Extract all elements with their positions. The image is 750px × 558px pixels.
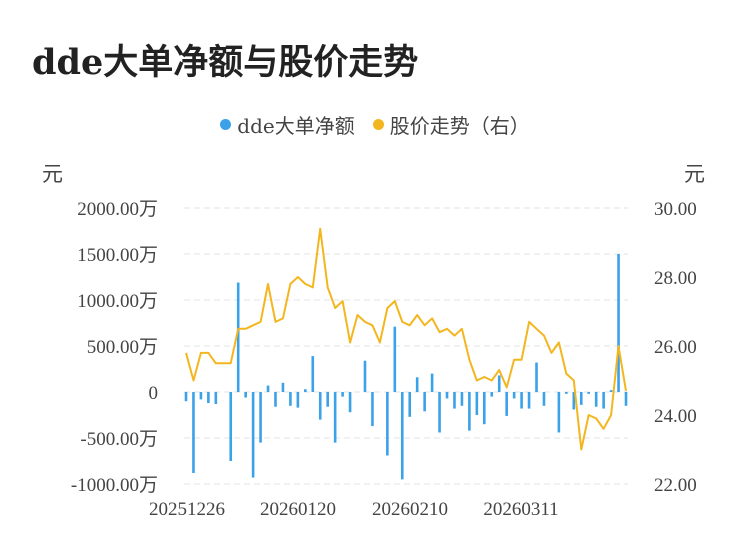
y-right-tick-label: 22.00 <box>654 475 697 496</box>
y-right-tick-label: 24.00 <box>654 406 697 427</box>
bar <box>415 377 419 392</box>
bar <box>445 392 449 399</box>
bar <box>348 392 352 413</box>
bar <box>475 392 479 415</box>
bar <box>527 392 531 409</box>
legend: dde大单净额 股价走势（右） <box>0 110 750 139</box>
bar <box>289 392 292 406</box>
legend-line-label: 股价走势（右） <box>389 114 530 138</box>
bar <box>229 392 233 461</box>
bar <box>400 392 404 480</box>
bar <box>259 392 262 443</box>
bar <box>266 385 270 392</box>
bar <box>535 362 538 392</box>
bar <box>438 392 441 433</box>
bar <box>460 392 464 406</box>
bar <box>430 373 434 392</box>
bar <box>281 382 285 392</box>
bar <box>483 392 486 425</box>
bar <box>318 392 322 420</box>
bar <box>557 392 561 433</box>
bar <box>199 392 203 400</box>
bar <box>579 392 583 405</box>
bar <box>572 392 576 410</box>
bar <box>520 392 523 409</box>
y-left-tick-label: 1500.00万 <box>77 245 158 266</box>
bar <box>304 389 307 392</box>
y-left-tick-label: -1000.00万 <box>71 475 158 496</box>
x-tick-label: 20260120 <box>260 499 336 520</box>
bar <box>423 392 426 412</box>
bar <box>326 392 329 407</box>
bar <box>363 360 367 392</box>
bar <box>617 254 620 392</box>
bar <box>251 392 255 478</box>
bar <box>468 392 471 431</box>
legend-item-bar[interactable]: dde大单净额 <box>220 110 355 139</box>
bar <box>207 392 210 404</box>
price-line <box>185 227 627 451</box>
x-tick-label: 20260210 <box>372 499 448 520</box>
bar <box>490 392 494 397</box>
legend-item-line[interactable]: 股价走势（右） <box>372 110 530 139</box>
bar <box>505 392 508 416</box>
bar <box>512 392 516 399</box>
bar <box>311 356 315 392</box>
chart-title: dde大单净额与股价走势 <box>32 42 419 83</box>
bar <box>408 392 412 417</box>
left-axis-unit: 元 <box>42 162 63 186</box>
y-left-tick-label: 500.00万 <box>87 337 158 358</box>
y-right-tick-label: 30.00 <box>654 199 697 220</box>
bar <box>587 392 591 394</box>
y-left-tick-label: 2000.00万 <box>77 199 158 220</box>
bar <box>371 392 374 427</box>
bar <box>386 392 389 456</box>
bar <box>609 390 613 392</box>
bar <box>453 392 456 409</box>
bar <box>341 392 344 397</box>
bar <box>296 392 300 408</box>
bar <box>594 392 598 407</box>
bar <box>274 392 277 407</box>
y-right-tick-label: 28.00 <box>654 268 697 289</box>
bar <box>602 392 605 409</box>
bar <box>393 326 397 392</box>
bar <box>236 282 240 392</box>
bar <box>333 392 337 443</box>
bar <box>214 392 218 404</box>
bar <box>184 392 188 402</box>
right-axis-unit: 元 <box>684 162 705 186</box>
bar <box>244 392 247 398</box>
y-left-tick-label: -500.00万 <box>80 429 158 450</box>
bar <box>542 392 546 406</box>
bar <box>192 392 195 473</box>
bar <box>624 392 628 406</box>
x-tick-label: 20260311 <box>483 499 558 520</box>
legend-line-swatch <box>372 119 384 130</box>
x-tick-label: 20251226 <box>149 499 225 520</box>
legend-bar-label: dde大单净额 <box>237 114 355 138</box>
bar <box>497 375 501 392</box>
y-left-tick-label: 0 <box>149 383 159 404</box>
y-left-tick-label: 1000.00万 <box>77 291 158 312</box>
legend-bar-swatch <box>220 119 232 130</box>
bar <box>565 392 568 394</box>
y-right-tick-label: 26.00 <box>654 337 697 358</box>
